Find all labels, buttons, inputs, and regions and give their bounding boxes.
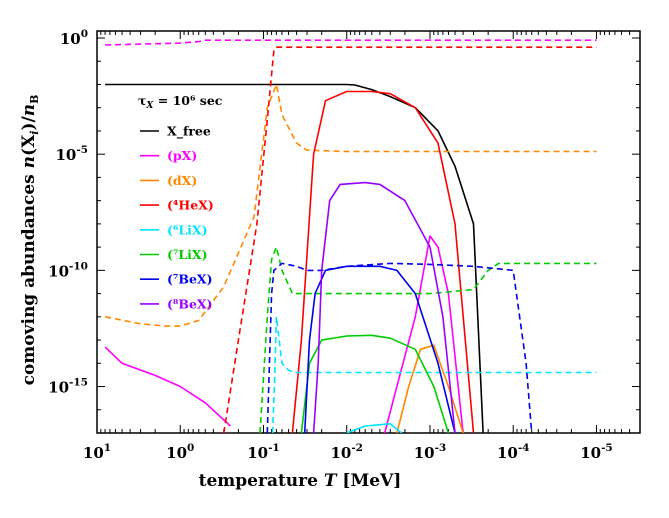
legend-label: (⁷BeX) [167,272,213,287]
legend-label: (⁸BeX) [167,296,213,311]
series-line-4 [104,83,597,327]
series-line-1 [105,39,597,46]
series-line-3 [383,235,464,433]
series-line-13 [303,265,456,433]
series-line-9 [346,423,403,433]
y-tick-label: 10-15 [48,377,88,397]
y-tick-label: 10-5 [55,144,88,164]
plot-frame [96,30,641,434]
legend-label: (pX) [167,148,197,163]
x-tick-label: 10-4 [497,442,530,462]
tick-labels: 101 100 10-1 10-2 10-3 10-4 10-5 100 10-5 10-10 10… [48,28,613,462]
legend-label: X_free [167,124,211,140]
series-line-11 [300,334,450,433]
x-tick-label: 101 [83,442,111,462]
series-line-12 [266,262,533,433]
x-tick-label: 10-2 [330,442,363,462]
y-tick-label: 100 [60,28,88,48]
axis-ticks [96,31,641,434]
x-tick-label: 10-3 [414,442,447,462]
legend-label: (⁶LiX) [167,222,208,237]
legend-label: (⁷LiX) [167,247,208,262]
x-tick-label: 100 [166,442,194,462]
legend: τX = 10⁶ sec X_free (pX) (dX) (⁴HeX) (⁶LiX) (⁷… [138,93,223,311]
x-axis-title: temperature T [MeV] [199,471,402,491]
legend-label: (dX) [167,173,197,188]
plot-area [104,39,597,433]
y-tick-label: 10-10 [48,260,88,280]
series-line-7 [291,90,475,433]
legend-label: (⁴HeX) [167,198,214,213]
series-line-10 [259,246,597,433]
series-line-8 [271,316,597,433]
tau-annotation: τX = 10⁶ sec [138,93,223,111]
x-tick-label: 10-1 [247,442,280,462]
y-axis-title: comoving abundances n(Xi)/nB [19,95,41,386]
series-line-2 [104,346,231,427]
x-tick-label: 10-5 [580,442,613,462]
series-line-14 [312,181,456,433]
series-line-6 [223,46,597,433]
